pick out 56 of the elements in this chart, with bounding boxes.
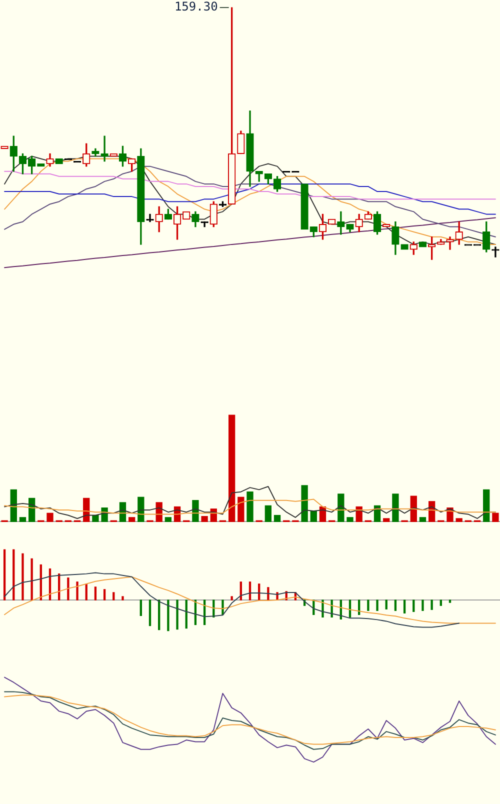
bar: [383, 518, 390, 522]
candlestick: [300, 184, 308, 230]
bar: [46, 512, 54, 522]
bar: [419, 517, 426, 522]
bar: [376, 600, 378, 611]
bar: [67, 578, 70, 600]
bar: [456, 518, 462, 522]
bar: [430, 600, 433, 610]
bar: [10, 489, 17, 522]
bar: [422, 600, 424, 611]
bar: [185, 600, 188, 629]
bar: [19, 517, 26, 522]
bar: [246, 491, 254, 522]
bar: [264, 505, 272, 522]
bar: [367, 600, 370, 611]
bar: [310, 510, 317, 522]
candlestick: [182, 211, 190, 220]
bar: [301, 485, 308, 522]
bar: [492, 512, 499, 522]
bar: [103, 589, 106, 600]
candlestick: [492, 246, 500, 258]
bar: [176, 600, 178, 630]
bar: [412, 600, 415, 612]
bar: [228, 414, 236, 522]
bar: [167, 600, 170, 632]
bar: [164, 517, 172, 522]
bar: [346, 517, 354, 522]
bar: [274, 514, 281, 522]
bar: [392, 494, 399, 522]
candlestick: [418, 242, 427, 248]
bar: [448, 600, 452, 603]
bar: [201, 516, 208, 522]
bar: [440, 600, 442, 606]
bar: [238, 496, 244, 522]
bar: [76, 582, 78, 600]
bar: [140, 600, 142, 616]
annotation: 159.30: [174, 0, 218, 14]
bar: [22, 553, 24, 600]
bar: [338, 494, 344, 522]
bar: [230, 596, 233, 600]
bar: [112, 592, 115, 600]
bar: [483, 489, 490, 522]
bar: [394, 600, 397, 611]
bar: [30, 558, 33, 600]
bar: [94, 586, 97, 600]
bar: [410, 496, 417, 522]
bar: [385, 600, 388, 610]
bar: [3, 549, 6, 600]
bar: [128, 517, 136, 522]
bar: [92, 514, 99, 522]
candlestick: [55, 158, 63, 164]
bar: [148, 600, 152, 626]
bar: [12, 549, 15, 600]
bar: [403, 600, 406, 614]
candlestick: [400, 244, 408, 250]
bar: [122, 596, 124, 600]
